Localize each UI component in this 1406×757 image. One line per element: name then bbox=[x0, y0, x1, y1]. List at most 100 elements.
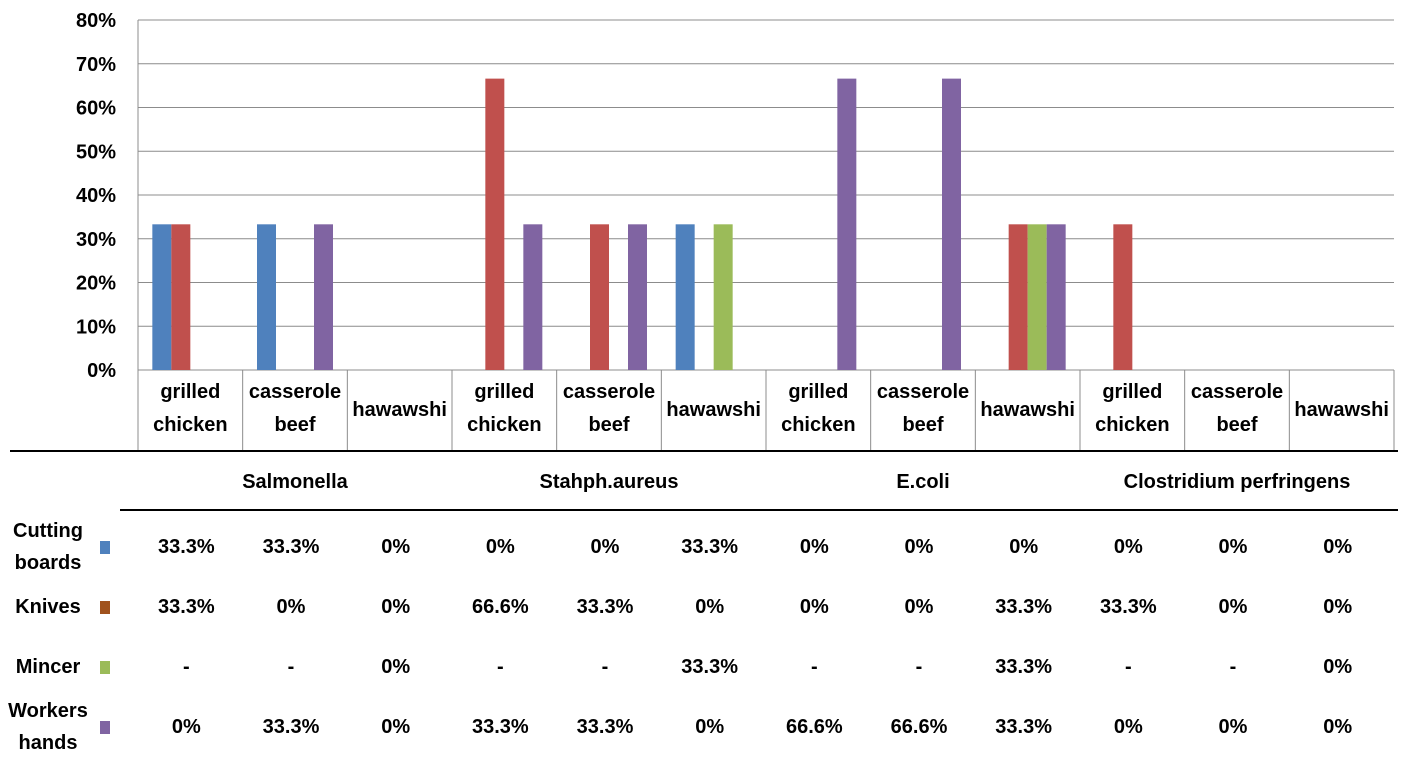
table-value: 0% bbox=[591, 536, 620, 558]
table-value: 33.3% bbox=[577, 716, 634, 738]
legend-swatch bbox=[100, 601, 110, 614]
table-value: 0% bbox=[381, 536, 410, 558]
table-value: 0% bbox=[1323, 716, 1352, 738]
series-name: Mincer bbox=[16, 656, 81, 678]
y-tick-label: 50% bbox=[76, 141, 116, 163]
table-value: 0% bbox=[381, 716, 410, 738]
y-tick-label: 20% bbox=[76, 273, 116, 295]
bar bbox=[675, 224, 695, 370]
table-value: 0% bbox=[800, 536, 829, 558]
bar bbox=[713, 224, 733, 370]
table-value: - bbox=[916, 656, 923, 678]
table-value: 33.3% bbox=[158, 536, 215, 558]
table-value: - bbox=[811, 656, 818, 678]
x-tick-label: beef bbox=[588, 414, 629, 436]
table-value: 33.3% bbox=[681, 656, 738, 678]
legend-swatch bbox=[100, 541, 110, 554]
legend-swatch bbox=[100, 721, 110, 734]
bar bbox=[485, 78, 505, 370]
table-value: 33.3% bbox=[577, 596, 634, 618]
table-value: 0% bbox=[381, 656, 410, 678]
table-value: 33.3% bbox=[995, 716, 1052, 738]
y-tick-label: 60% bbox=[76, 98, 116, 120]
bar bbox=[257, 224, 276, 370]
bar bbox=[1027, 224, 1047, 370]
series-name: Knives bbox=[15, 596, 81, 618]
x-tick-label: chicken bbox=[467, 414, 541, 436]
table-value: 0% bbox=[486, 536, 515, 558]
table-value: 0% bbox=[695, 716, 724, 738]
y-tick-label: 0% bbox=[87, 360, 116, 382]
x-tick-label: beef bbox=[902, 414, 943, 436]
y-tick-label: 30% bbox=[76, 229, 116, 251]
bar bbox=[628, 224, 647, 370]
table-value: 0% bbox=[381, 596, 410, 618]
group-header: E.coli bbox=[896, 471, 949, 493]
x-tick-label: hawawshi bbox=[1294, 399, 1388, 421]
table-value: 0% bbox=[800, 596, 829, 618]
bar bbox=[837, 78, 857, 370]
group-header: Stahph.aureus bbox=[540, 471, 679, 493]
series-name: Workers bbox=[8, 700, 88, 722]
table-value: 0% bbox=[1219, 596, 1248, 618]
series-name: boards bbox=[15, 552, 82, 574]
table-value: 0% bbox=[695, 596, 724, 618]
table-value: 0% bbox=[1323, 596, 1352, 618]
bar bbox=[523, 224, 543, 370]
table-value: - bbox=[1230, 656, 1237, 678]
table-value: 33.3% bbox=[681, 536, 738, 558]
x-tick-label: casserole bbox=[563, 381, 655, 403]
table-value: 0% bbox=[905, 596, 934, 618]
x-tick-label: chicken bbox=[781, 414, 855, 436]
x-tick-label: hawawshi bbox=[980, 399, 1074, 421]
y-tick-label: 70% bbox=[76, 54, 116, 76]
table-value: - bbox=[1125, 656, 1132, 678]
table-value: 0% bbox=[1009, 536, 1038, 558]
table-value: 33.3% bbox=[263, 716, 320, 738]
group-header: Clostridium perfringens bbox=[1124, 471, 1351, 493]
x-tick-label: hawawshi bbox=[666, 399, 760, 421]
x-tick-label: casserole bbox=[877, 381, 969, 403]
x-tick-label: beef bbox=[1216, 414, 1257, 436]
x-tick-label: grilled bbox=[1102, 381, 1162, 403]
y-tick-label: 10% bbox=[76, 316, 116, 338]
bar bbox=[314, 224, 333, 370]
bar bbox=[1113, 224, 1133, 370]
table-value: 33.3% bbox=[995, 596, 1052, 618]
table-value: 0% bbox=[1219, 536, 1248, 558]
series-name: Cutting bbox=[13, 520, 83, 542]
table-value: 0% bbox=[1323, 536, 1352, 558]
table-value: 33.3% bbox=[1100, 596, 1157, 618]
x-tick-label: casserole bbox=[1191, 381, 1283, 403]
x-tick-label: grilled bbox=[788, 381, 848, 403]
table-value: - bbox=[602, 656, 609, 678]
y-tick-label: 40% bbox=[76, 185, 116, 207]
table-value: - bbox=[183, 656, 190, 678]
series-name: hands bbox=[19, 732, 78, 754]
bar bbox=[1008, 224, 1028, 370]
legend-swatch bbox=[100, 661, 110, 674]
x-tick-label: hawawshi bbox=[352, 399, 446, 421]
table-value: 66.6% bbox=[472, 596, 529, 618]
table-value: 0% bbox=[905, 536, 934, 558]
table-value: 33.3% bbox=[263, 536, 320, 558]
bar bbox=[590, 224, 609, 370]
x-tick-label: beef bbox=[274, 414, 315, 436]
table-value: 33.3% bbox=[158, 596, 215, 618]
x-tick-label: grilled bbox=[160, 381, 220, 403]
table-value: 66.6% bbox=[891, 716, 948, 738]
table-value: 0% bbox=[1219, 716, 1248, 738]
x-tick-label: casserole bbox=[249, 381, 341, 403]
bar bbox=[942, 78, 961, 370]
x-tick-label: grilled bbox=[474, 381, 534, 403]
table-value: - bbox=[497, 656, 504, 678]
x-tick-label: chicken bbox=[1095, 414, 1169, 436]
table-value: 0% bbox=[1323, 656, 1352, 678]
bar bbox=[1046, 224, 1066, 370]
table-value: 0% bbox=[1114, 536, 1143, 558]
table-value: 0% bbox=[277, 596, 306, 618]
group-header: Salmonella bbox=[242, 471, 348, 493]
table-value: 0% bbox=[172, 716, 201, 738]
x-tick-label: chicken bbox=[153, 414, 227, 436]
